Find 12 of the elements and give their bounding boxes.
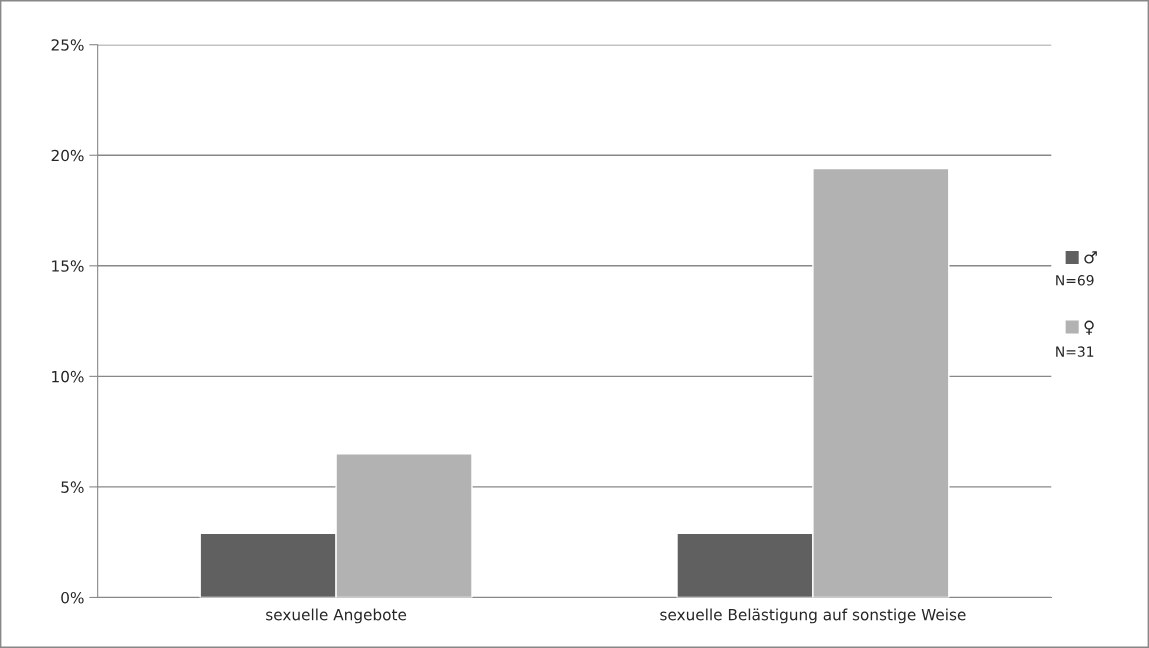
y-tick-label: 10% bbox=[52, 370, 84, 383]
text: N=69 bbox=[1056, 275, 1094, 286]
text: N=31 bbox=[1056, 346, 1094, 357]
legend-label: ♀ bbox=[1084, 320, 1094, 335]
y-tick-label: 5% bbox=[61, 481, 84, 493]
x-tick-label: sexuelle Belästigung auf sonstige Weise bbox=[660, 608, 966, 624]
y-tick-label: 0% bbox=[61, 591, 84, 604]
legend-label: ♂ bbox=[1084, 251, 1097, 264]
y-tick-label: 25% bbox=[51, 39, 84, 51]
x-tick-label: sexuelle Angebote bbox=[266, 608, 407, 624]
y-tick-label: 15% bbox=[52, 260, 84, 272]
y-tick-label: 20% bbox=[51, 149, 84, 162]
